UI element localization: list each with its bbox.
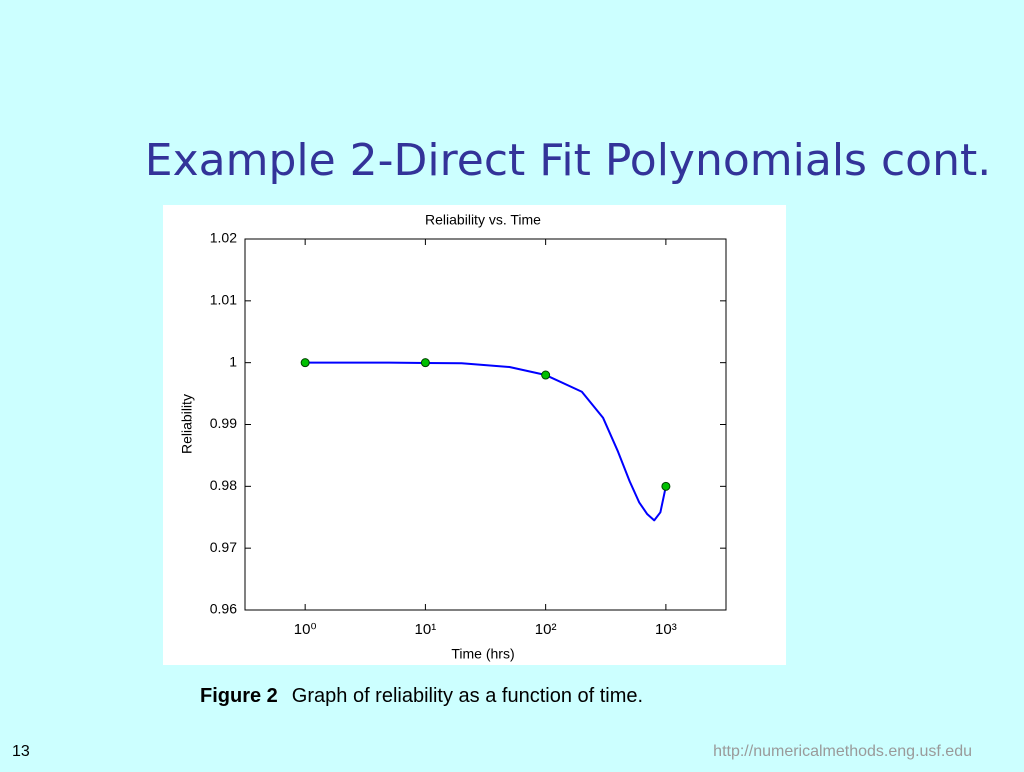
y-axis-label: Reliability [179, 394, 195, 454]
data-point [661, 481, 671, 491]
x-tick-label: 10⁰ [294, 621, 317, 638]
y-tick-label: 0.96 [210, 601, 237, 617]
data-point [300, 358, 310, 368]
url: http://numericalmethods.eng.usf.edu [713, 743, 972, 760]
y-tick-label: 0.99 [210, 415, 237, 431]
x-tick-label: 10¹ [415, 621, 437, 638]
y-tick-label: 0.97 [210, 539, 237, 555]
y-tick-label: 1.01 [210, 292, 237, 308]
caption-label: Figure 2 [200, 685, 278, 707]
caption: Figure 2 Graph of reliability as a functi… [200, 685, 643, 707]
chart-background [163, 205, 786, 665]
data-point [541, 370, 551, 380]
page-number: 13 [12, 743, 30, 760]
y-tick-label: 1.02 [210, 230, 237, 246]
y-tick-label: 0.98 [210, 477, 237, 493]
y-tick-label: 1 [229, 353, 237, 369]
data-point [420, 358, 430, 368]
slide-title: Example 2-Direct Fit Polynomials cont. [145, 135, 991, 186]
chart-title: Reliability vs. Time [425, 212, 541, 228]
fit-curve [305, 361, 667, 522]
x-axis-label: Time (hrs) [451, 646, 514, 662]
x-tick-label: 10³ [655, 621, 677, 638]
x-tick-label: 10² [535, 621, 557, 638]
caption-text: Graph of reliability as a function of ti… [292, 685, 643, 707]
